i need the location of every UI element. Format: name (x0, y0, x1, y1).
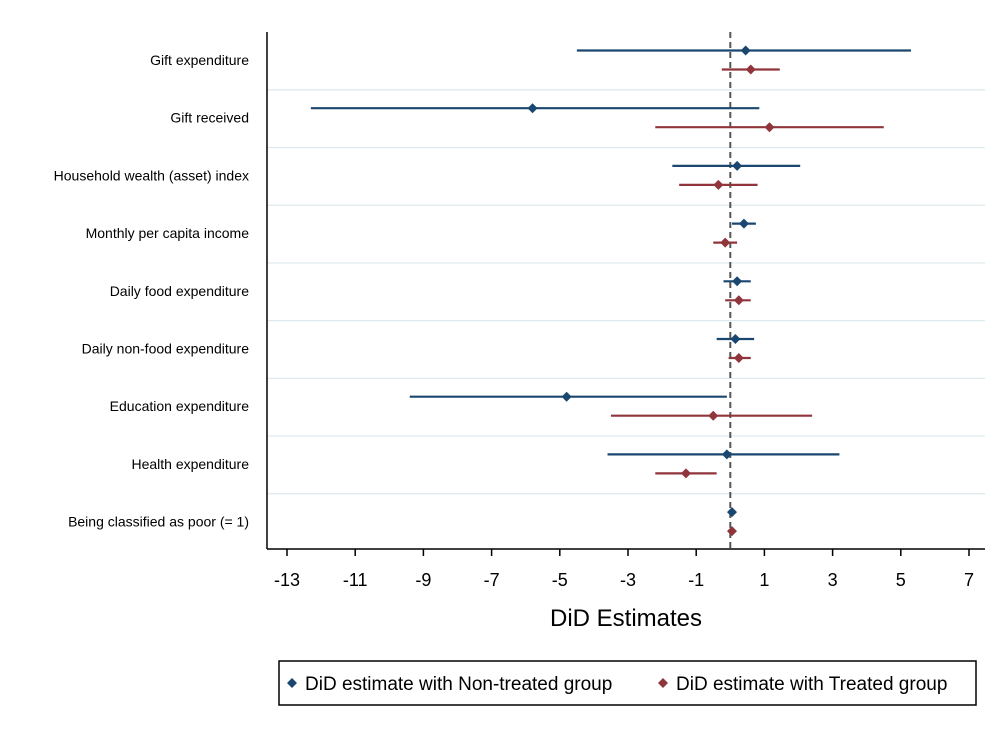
category-label: Health expenditure (131, 456, 249, 472)
point-estimate-marker (713, 179, 724, 190)
legend-label: DiD estimate with Treated group (676, 674, 947, 695)
point-estimate-marker (680, 468, 691, 479)
category-label: Daily non-food expenditure (82, 341, 250, 357)
point-estimate-marker (745, 64, 756, 75)
x-tick-label: -1 (688, 570, 704, 590)
legend-box (278, 660, 977, 706)
point-estimate-marker (561, 391, 572, 402)
point-estimate-marker (764, 122, 775, 133)
point-estimate-marker (738, 218, 749, 229)
axes (266, 32, 985, 556)
point-estimate-marker (708, 410, 719, 421)
x-tick-label: 3 (828, 570, 838, 590)
point-estimate-marker (740, 45, 751, 56)
x-tick-label: -3 (620, 570, 636, 590)
point-estimate-marker (721, 449, 732, 460)
x-tick-label: -13 (274, 570, 300, 590)
point-estimate-marker (727, 526, 738, 537)
series-layer (310, 45, 912, 537)
category-labels: Gift expenditure Gift received Household w… (54, 52, 250, 530)
x-tick-label: -7 (484, 570, 500, 590)
point-estimate-marker (527, 103, 538, 114)
category-label: Household wealth (asset) index (54, 167, 249, 183)
x-tick-label: -9 (415, 570, 431, 590)
gridlines (267, 89, 985, 495)
point-estimate-marker (727, 507, 738, 518)
point-estimate-marker (720, 237, 731, 248)
legend-label: DiD estimate with Non-treated group (305, 674, 612, 695)
legend: DiD estimate with Non-treated group DiD e… (278, 660, 977, 706)
point-estimate-marker (730, 334, 741, 344)
category-label: Being classified as poor (= 1) (68, 514, 249, 530)
legend-marker (658, 678, 668, 688)
x-tick-label: 1 (759, 570, 769, 590)
point-estimate-marker (733, 353, 744, 363)
category-label: Daily food expenditure (110, 283, 250, 299)
category-label: Gift received (170, 110, 249, 126)
x-axis-title: DiD Estimates (550, 605, 702, 632)
category-label: Monthly per capita income (86, 225, 250, 241)
category-label: Gift expenditure (150, 52, 249, 68)
series-treated (610, 64, 884, 537)
series-non-treated (310, 45, 912, 518)
x-tick-label: 7 (964, 570, 974, 590)
category-label: Education expenditure (110, 398, 250, 414)
point-estimate-marker (733, 295, 744, 306)
x-tick-labels: -13 -11 -9 -7 -5 -3 -1 1 3 5 7 (274, 570, 974, 590)
point-estimate-marker (732, 160, 743, 171)
x-tick-label: 5 (896, 570, 906, 590)
x-tick-label: -11 (343, 570, 368, 590)
x-tick-label: -5 (552, 570, 568, 590)
point-estimate-marker (732, 276, 743, 287)
legend-marker (287, 678, 297, 688)
